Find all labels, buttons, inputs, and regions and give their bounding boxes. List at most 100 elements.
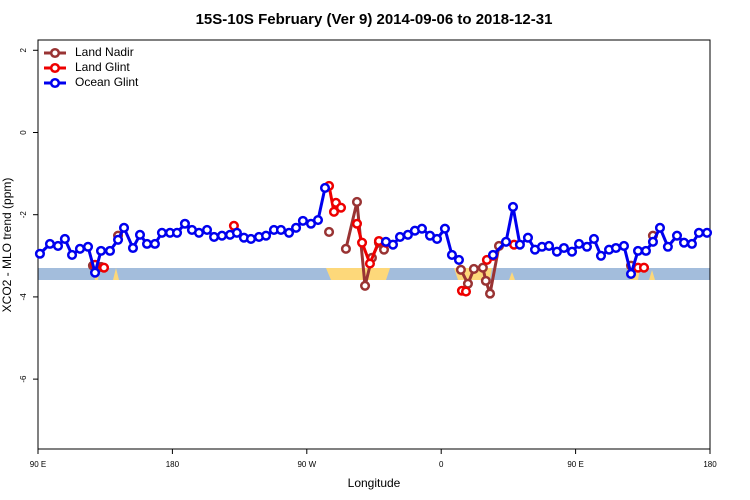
data-point (446, 249, 458, 261)
data-point (632, 245, 644, 256)
data-point (156, 227, 167, 238)
land-strip (509, 272, 515, 280)
data-point (201, 224, 213, 235)
data-point (477, 262, 488, 273)
data-point (480, 275, 491, 286)
land-strip (113, 268, 119, 280)
data-point (595, 250, 607, 261)
data-point (558, 242, 570, 254)
data-point (104, 245, 116, 256)
data-point (439, 223, 450, 234)
data-point (260, 230, 272, 241)
plot-frame (37, 39, 711, 450)
data-point (141, 238, 153, 249)
data-point (59, 233, 70, 245)
data-point (402, 229, 413, 240)
data-point (290, 222, 302, 233)
data-point (118, 222, 130, 233)
y-tick-label: 2 (19, 48, 28, 53)
data-point (647, 236, 659, 247)
data-point (312, 214, 324, 226)
legend-swatch (49, 62, 61, 74)
data-point (179, 218, 190, 229)
data-point (95, 245, 107, 256)
data-point (66, 249, 78, 261)
data-point (566, 246, 578, 257)
data-point (134, 229, 146, 240)
data-point (216, 230, 228, 241)
x-tick-label: 90 E (567, 460, 583, 469)
data-point (487, 249, 499, 261)
data-point (671, 230, 683, 241)
data-point (431, 233, 443, 245)
data-point (52, 240, 64, 251)
x-tick-label: 180 (166, 460, 180, 469)
chart-title: 15S-10S February (Ver 9) 2014-09-06 to 2… (196, 11, 553, 28)
data-point (193, 227, 205, 238)
data-point (507, 201, 519, 212)
y-tick-label: 0 (19, 130, 28, 135)
data-point (581, 241, 592, 252)
data-point (514, 239, 525, 250)
data-point (462, 278, 473, 289)
data-point (340, 243, 351, 254)
data-point (335, 202, 347, 213)
data-point (275, 224, 287, 235)
data-point (640, 245, 651, 256)
data-point (453, 254, 465, 265)
legend-swatch (49, 47, 61, 59)
y-axis-label: XCO2 - MLO trend (ppm) (0, 178, 14, 313)
data-point (588, 233, 600, 245)
data-point (394, 231, 406, 242)
x-tick-label: 90 E (30, 460, 46, 469)
x-axis-label: Longitude (348, 476, 401, 490)
data-point (610, 242, 621, 254)
data-point (543, 240, 555, 251)
data-point (662, 241, 673, 252)
data-point (686, 238, 697, 249)
y-tick-label: -6 (19, 375, 28, 383)
data-point (701, 227, 713, 238)
data-point (460, 286, 472, 297)
data-point (297, 215, 308, 226)
data-point (149, 238, 160, 249)
y-tick-label: -2 (19, 211, 28, 219)
data-point (44, 238, 55, 249)
series (34, 182, 713, 279)
data-point (351, 218, 363, 229)
data-point (74, 243, 86, 254)
data-point (678, 237, 690, 248)
data-point (245, 233, 256, 245)
legend-swatch (49, 77, 61, 89)
data-point (416, 223, 427, 234)
x-tick-label: 0 (439, 460, 444, 469)
data-point (387, 239, 399, 250)
data-point (209, 231, 220, 242)
data-point (364, 258, 376, 269)
data-point (324, 226, 335, 238)
land-strip (326, 268, 390, 280)
data-point (34, 248, 45, 259)
x-tick-label: 180 (703, 460, 717, 469)
land-strip (649, 270, 655, 280)
data-point (638, 262, 650, 273)
y-tick-label: -4 (19, 293, 28, 301)
legend-label: Ocean Glint (75, 75, 139, 89)
data-point (693, 227, 704, 238)
data-point (484, 288, 496, 299)
data-point (127, 242, 139, 254)
data-point (98, 262, 110, 273)
legend-label: Land Glint (75, 60, 130, 74)
data-point (618, 240, 630, 251)
data-point (231, 227, 242, 238)
data-point (89, 267, 101, 278)
data-point (357, 237, 368, 248)
data-point (82, 241, 94, 252)
legend-label: Land Nadir (75, 45, 134, 59)
data-point (654, 222, 666, 233)
data-point (328, 206, 340, 217)
x-tick-label: 90 W (297, 460, 316, 469)
data-point (468, 263, 479, 275)
data-point (283, 227, 295, 238)
